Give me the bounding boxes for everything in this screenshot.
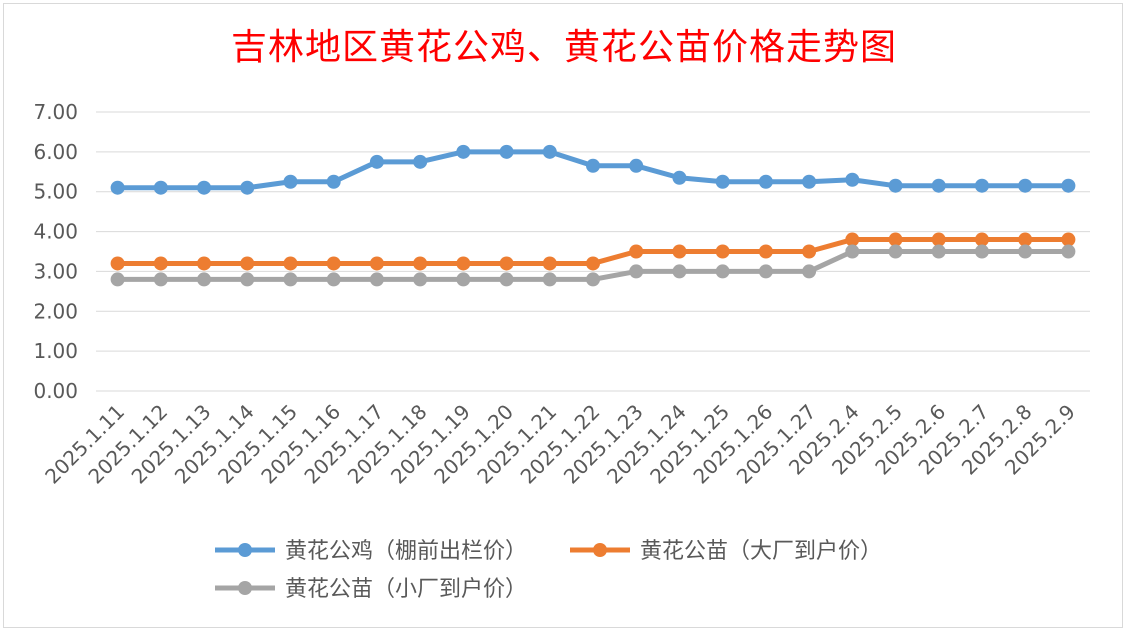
data-point — [845, 172, 860, 187]
data-point — [845, 244, 860, 259]
data-point — [369, 154, 384, 169]
data-point — [283, 174, 298, 189]
y-tick-label: 2.00 — [33, 299, 78, 323]
data-point — [715, 244, 730, 259]
data-point — [197, 272, 212, 287]
series-1 — [110, 144, 1076, 195]
legend-item: 黄花公苗（大厂到户价） — [570, 539, 882, 564]
data-point — [197, 180, 212, 195]
data-point — [672, 244, 687, 259]
data-point — [586, 158, 600, 173]
data-point — [586, 272, 600, 287]
legend-label: 黄花公苗（小厂到户价） — [285, 577, 527, 602]
data-point — [1018, 232, 1033, 247]
data-point — [110, 272, 125, 287]
data-point — [240, 272, 255, 287]
data-point — [456, 272, 471, 287]
data-point — [283, 256, 298, 271]
data-point — [413, 154, 428, 169]
series-2 — [110, 232, 1076, 271]
data-point — [931, 178, 946, 193]
data-point — [153, 272, 168, 287]
data-point — [413, 272, 428, 287]
data-point — [931, 232, 946, 247]
data-point — [240, 256, 255, 271]
data-point — [888, 232, 903, 247]
y-tick-label: 1.00 — [33, 339, 78, 363]
legend-swatch-marker — [238, 581, 252, 595]
data-point — [629, 158, 644, 173]
data-point — [240, 180, 255, 195]
data-point — [974, 178, 989, 193]
legend-label: 黄花公苗（大厂到户价） — [640, 539, 882, 564]
legend-swatch-marker — [593, 543, 607, 557]
data-point — [672, 170, 687, 185]
legend-item: 黄花公苗（小厂到户价） — [215, 577, 527, 602]
data-point — [456, 256, 471, 271]
data-point — [629, 264, 644, 279]
data-point — [802, 264, 817, 279]
legend-swatch-marker — [238, 543, 252, 557]
data-point — [369, 272, 384, 287]
data-point — [326, 174, 341, 189]
data-point — [326, 256, 341, 271]
data-point — [1018, 178, 1033, 193]
data-point — [542, 272, 557, 287]
chart-frame — [3, 3, 1123, 628]
data-point — [672, 264, 687, 279]
data-point — [758, 244, 773, 259]
data-point — [326, 272, 341, 287]
y-tick-label: 0.00 — [33, 379, 78, 403]
data-point — [456, 144, 471, 159]
data-point — [110, 180, 125, 195]
series-3 — [110, 244, 1076, 287]
chart-title: 吉林地区黄花公鸡、黄花公苗价格走势图 — [230, 27, 897, 68]
data-point — [369, 256, 384, 271]
data-point — [499, 256, 514, 271]
data-point — [802, 244, 817, 259]
data-point — [888, 178, 903, 193]
data-point — [888, 244, 903, 259]
y-tick-label: 6.00 — [33, 140, 78, 164]
data-point — [1061, 178, 1076, 193]
data-point — [715, 264, 730, 279]
legend-item: 黄花公鸡（棚前出栏价） — [215, 539, 527, 564]
data-point — [629, 244, 644, 259]
data-point — [586, 256, 600, 271]
data-point — [802, 174, 817, 189]
data-point — [197, 256, 212, 271]
data-point — [931, 244, 946, 259]
data-point — [542, 144, 557, 159]
data-point — [153, 256, 168, 271]
data-point — [1061, 244, 1076, 259]
data-point — [110, 256, 125, 271]
y-tick-label: 7.00 — [33, 100, 78, 124]
data-point — [499, 144, 514, 159]
y-tick-label: 5.00 — [33, 180, 78, 204]
data-point — [715, 174, 730, 189]
data-point — [542, 256, 557, 271]
data-point — [758, 174, 773, 189]
data-point — [153, 180, 168, 195]
data-point — [758, 264, 773, 279]
data-point — [974, 232, 989, 247]
data-point — [845, 232, 860, 247]
y-tick-label: 4.00 — [33, 220, 78, 244]
data-point — [283, 272, 298, 287]
data-point — [499, 272, 514, 287]
legend-label: 黄花公鸡（棚前出栏价） — [285, 539, 527, 564]
data-point — [413, 256, 428, 271]
data-point — [1061, 232, 1076, 247]
data-point — [1018, 244, 1033, 259]
data-point — [974, 244, 989, 259]
y-tick-label: 3.00 — [33, 259, 78, 283]
